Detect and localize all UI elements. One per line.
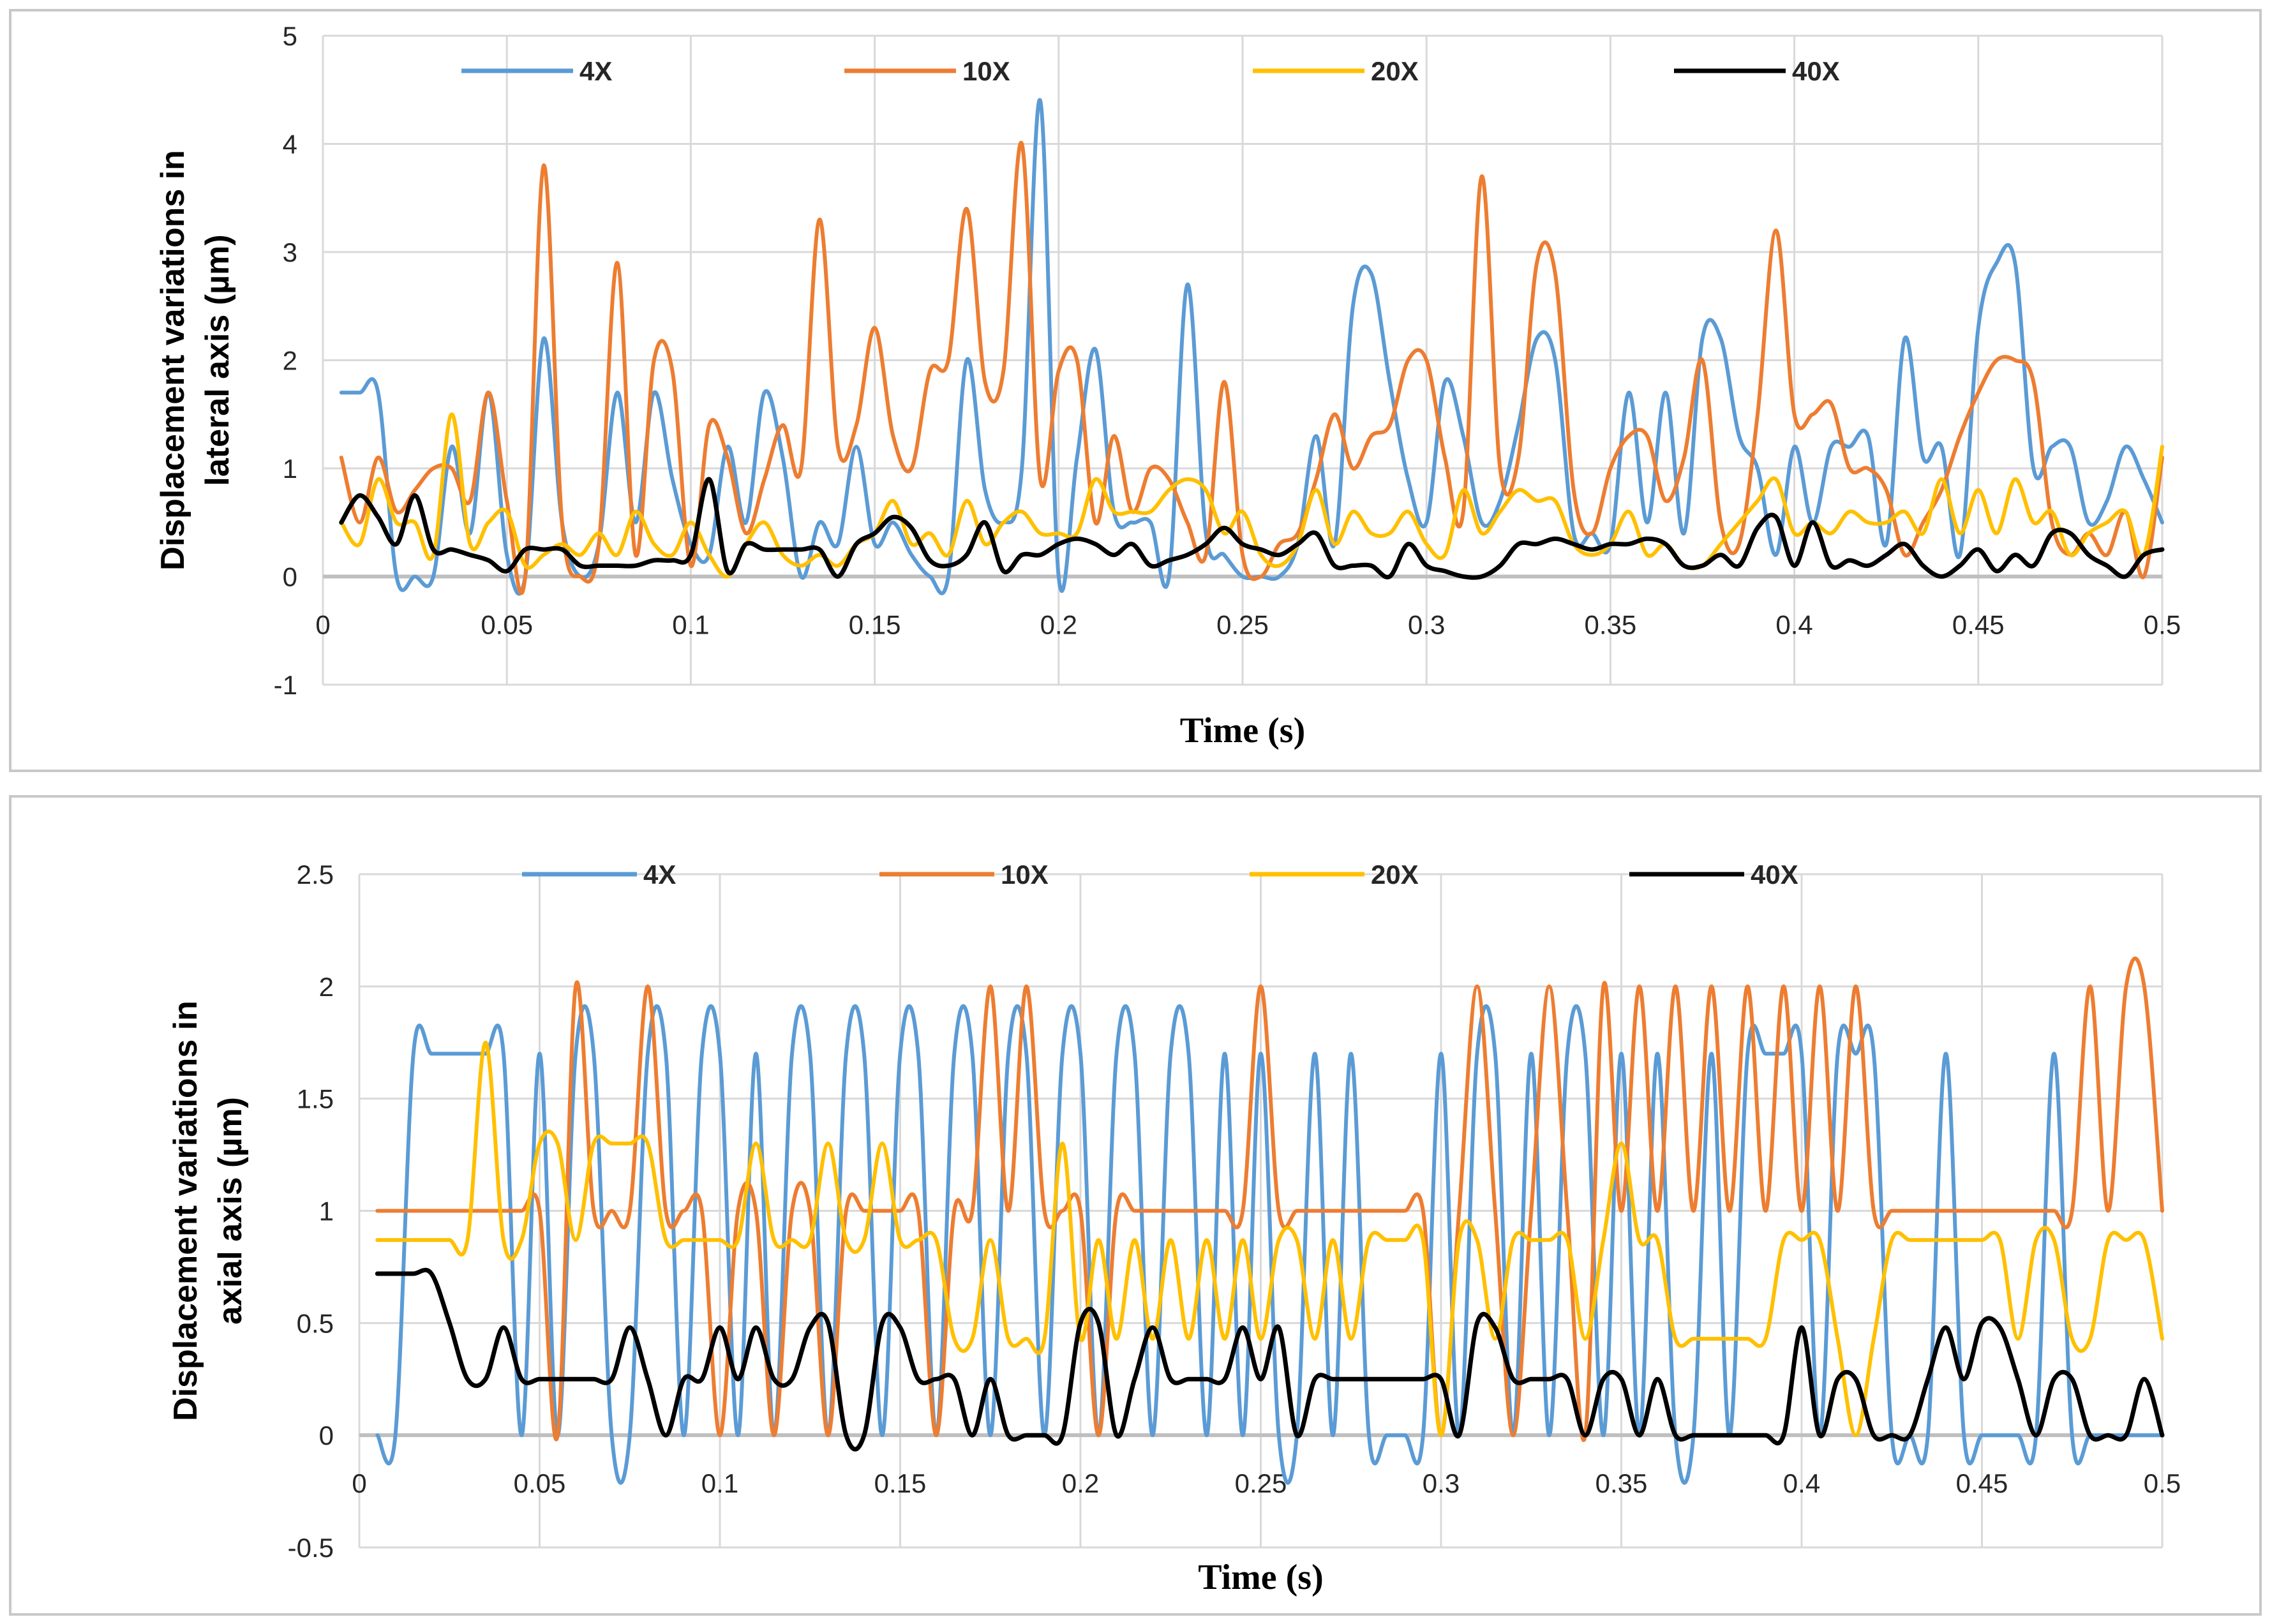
axial-y-tick-label: 2 <box>319 972 334 1002</box>
lateral-x-tick-label: 0.05 <box>481 610 533 640</box>
lateral-y-tick-label: 4 <box>283 130 297 160</box>
axial-series-line-10x <box>375 956 2164 1442</box>
lateral-series-line-20x <box>339 412 2164 579</box>
axial-y-tick-label: 1.5 <box>297 1084 334 1114</box>
axial-x-tick-label: 0.2 <box>1062 1468 1099 1498</box>
lateral-y-axis-title-line: lateral axis (µm) <box>199 234 236 486</box>
axial-y-tick-label: 1 <box>319 1196 334 1226</box>
lateral-x-tick-label: 0.2 <box>1040 610 1077 640</box>
lateral-x-tick-label: 0.45 <box>1952 610 2005 640</box>
lateral-x-tick-label: 0.15 <box>849 610 901 640</box>
axial-y-axis-title-line: Displacement variations in <box>167 1001 204 1421</box>
axial-x-tick-label: 0.25 <box>1235 1468 1287 1498</box>
axial-legend-label-20x: 20X <box>1371 860 1419 890</box>
lateral-x-tick-label: 0 <box>315 610 330 640</box>
lateral-y-tick-label: 0 <box>283 562 297 592</box>
axial-chart-panel: -0.5 0 0.5 1 1.5 2 2.5 0 0.05 0.1 0.15 0.2 0.25 0.3 0.… <box>9 795 2262 1616</box>
lateral-y-tick-label: 5 <box>283 21 297 51</box>
lateral-chart: -1 0 1 2 3 4 5 0 0.05 0.1 0.15 0.2 0.25 0.3 0.35 0.4 0.4… <box>154 21 2181 750</box>
axial-x-axis-title: Time (s) <box>1198 1558 1324 1597</box>
lateral-x-tick-label: 0.4 <box>1775 610 1812 640</box>
lateral-y-tick-label: -1 <box>274 670 297 700</box>
lateral-legend-label-4x: 4X <box>579 56 612 86</box>
lateral-x-axis-title: Time (s) <box>1180 711 1306 750</box>
axial-x-tick-label: 0.4 <box>1783 1468 1820 1498</box>
axial-x-tick-label: 0 <box>352 1468 366 1498</box>
axial-x-tick-label: 0.1 <box>701 1468 738 1498</box>
axial-y-tick-label: 2.5 <box>297 860 334 890</box>
lateral-y-tick-label: 1 <box>283 454 297 484</box>
axial-x-tick-label: 0.35 <box>1595 1468 1648 1498</box>
lateral-x-tick-label: 0.5 <box>2144 610 2181 640</box>
lateral-chart-panel: -1 0 1 2 3 4 5 0 0.05 0.1 0.15 0.2 0.25 0.3 0.35 0.4 0.4… <box>9 9 2262 772</box>
lateral-series-line-10x <box>339 140 2164 595</box>
lateral-y-tick-label: 2 <box>283 346 297 376</box>
lateral-legend-label-20x: 20X <box>1371 56 1419 86</box>
axial-legend-label-10x: 10X <box>1001 860 1049 890</box>
lateral-x-tick-label: 0.25 <box>1216 610 1269 640</box>
lateral-y-axis-title-line: Displacement variations in <box>154 150 191 570</box>
axial-y-tick-label: 0.5 <box>297 1308 334 1338</box>
axial-y-axis-title-line: axial axis (µm) <box>212 1097 249 1325</box>
axial-x-tick-label: 0.3 <box>1423 1468 1460 1498</box>
axial-series-line-20x <box>375 1040 2164 1438</box>
lateral-x-tick-label: 0.3 <box>1408 610 1445 640</box>
axial-x-tick-label: 0.5 <box>2144 1468 2181 1498</box>
lateral-legend-label-40x: 40X <box>1792 56 1840 86</box>
lateral-x-tick-label: 0.35 <box>1585 610 1637 640</box>
axial-legend-label-4x: 4X <box>643 860 676 890</box>
axial-x-tick-label: 0.15 <box>874 1468 927 1498</box>
axial-legend-label-40x: 40X <box>1751 860 1798 890</box>
axial-series-line-4x <box>375 1004 2164 1485</box>
lateral-legend-label-10x: 10X <box>962 56 1010 86</box>
axial-y-tick-label: -0.5 <box>288 1533 334 1563</box>
axial-chart: -0.5 0 0.5 1 1.5 2 2.5 0 0.05 0.1 0.15 0.2 0.25 0.3 0.… <box>167 860 2181 1597</box>
axial-x-tick-label: 0.45 <box>1956 1468 2008 1498</box>
axial-y-tick-label: 0 <box>319 1420 334 1450</box>
lateral-y-tick-label: 3 <box>283 237 297 267</box>
axial-x-tick-label: 0.05 <box>514 1468 566 1498</box>
lateral-x-tick-label: 0.1 <box>672 610 709 640</box>
lateral-series-line-40x <box>339 477 2165 580</box>
axial-series-line-40x <box>375 1267 2165 1452</box>
